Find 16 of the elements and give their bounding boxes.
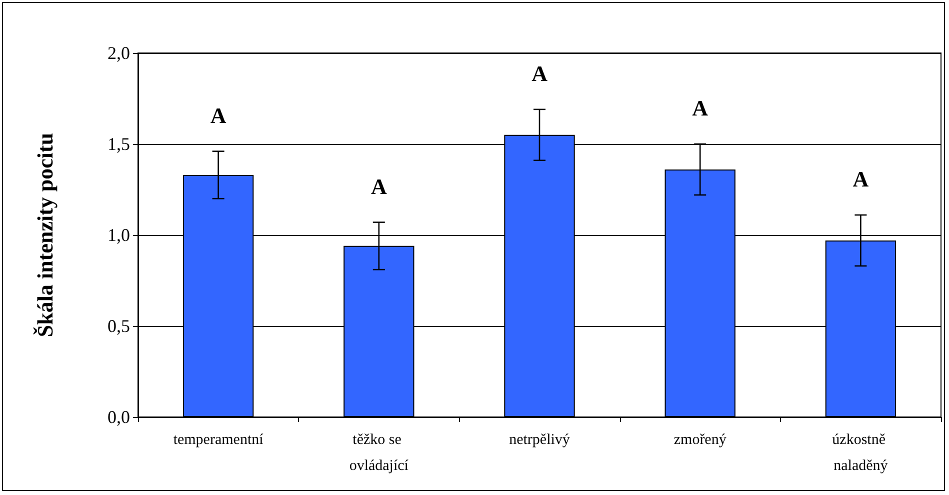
x-tick-label: těžko se ovládající	[349, 432, 410, 474]
y-tick-label: 1,0	[108, 225, 130, 245]
annotation: A	[370, 174, 387, 199]
annotation: A	[852, 166, 869, 192]
x-tick-label: netrpělivý	[509, 432, 570, 448]
annotation: A	[692, 96, 708, 120]
y-tick-label: 0,0	[108, 407, 130, 427]
annotation: A	[532, 60, 548, 86]
y-tick-label: 2,0	[108, 43, 130, 63]
annotation: A	[210, 102, 226, 128]
x-tick-label: úzkostně naladěný	[832, 432, 890, 474]
x-tick-label: temperamentní	[173, 432, 264, 448]
y-tick-label: 1,5	[108, 134, 130, 154]
y-axis-title: Škála intenzity pocitu	[32, 132, 58, 338]
x-tick-label: zmořený	[674, 432, 727, 448]
y-tick-label: 0,5	[108, 316, 130, 336]
